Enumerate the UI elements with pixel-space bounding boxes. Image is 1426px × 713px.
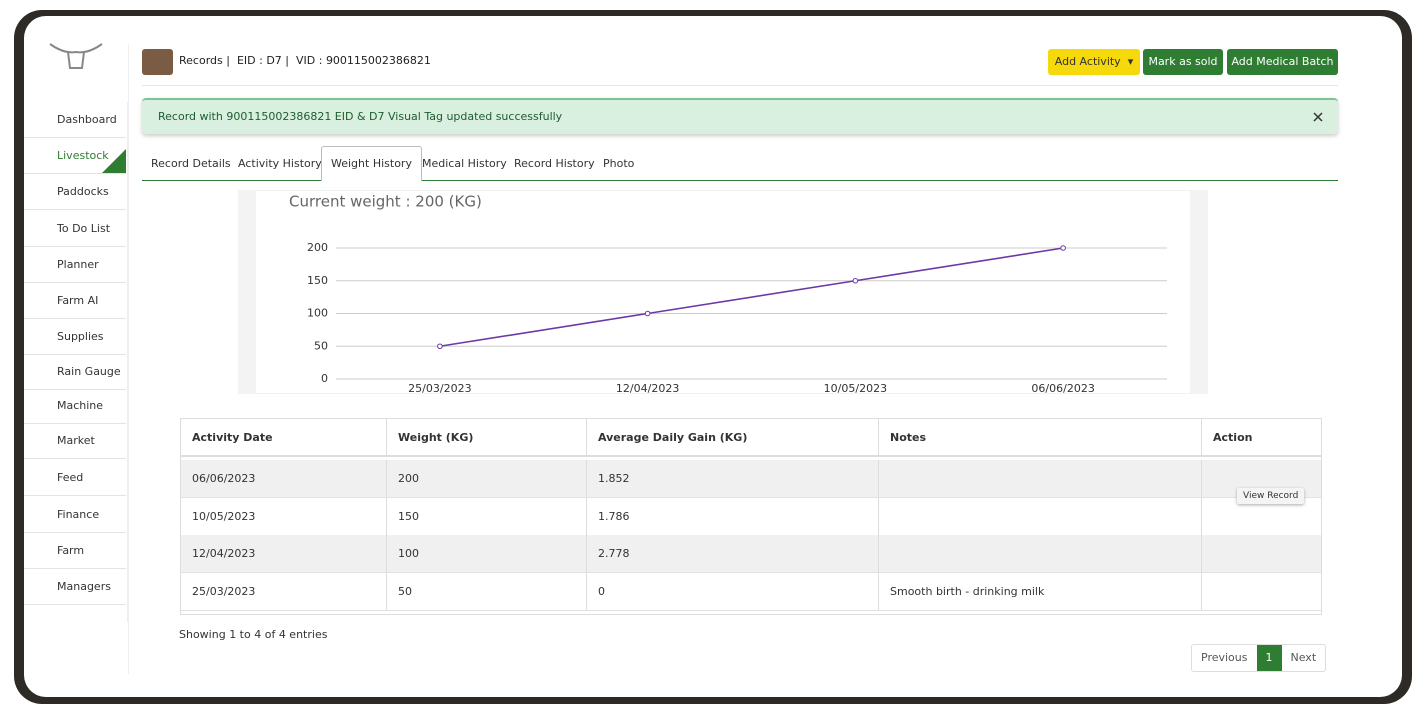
point: [437, 343, 443, 350]
column-header: Average Daily Gain (KG): [587, 419, 879, 457]
table-cell: 50: [387, 573, 587, 610]
nav-item[interactable]: Farm AI: [24, 283, 126, 319]
chart-title: Current weight : 200 (KG): [289, 193, 482, 211]
table-cell: 1.852: [587, 460, 879, 497]
vid: VID : 900115002386821: [296, 54, 431, 67]
nav-item[interactable]: Machine: [24, 388, 126, 424]
pagination: Previous 1 Next: [1191, 644, 1327, 672]
page-button[interactable]: Next: [1290, 651, 1317, 664]
active-marker: [102, 149, 126, 173]
table-cell: [879, 498, 1202, 535]
nav-item[interactable]: Feed: [24, 460, 126, 496]
row-bg: [181, 573, 1321, 611]
app-window: Dashboard Livestock Paddocks To Do List Plan…: [24, 16, 1402, 697]
weight-table: Activity Date Weight (KG) Average Daily Ga…: [180, 418, 1322, 615]
x-tick-label: 10/05/2023: [824, 382, 887, 394]
x-tick-label: 25/03/2023: [408, 382, 471, 394]
table-cell: 10/05/2023: [181, 498, 387, 535]
nav-item[interactable]: To Do List: [24, 211, 126, 247]
nav-item[interactable]: Livestock: [24, 138, 126, 174]
column-header[interactable]: Notes: [879, 419, 1202, 457]
table-cell: 06/06/2023: [181, 460, 387, 497]
tab-underline: [142, 180, 1338, 181]
nav-item[interactable]: Paddocks: [24, 174, 126, 210]
y-tick-label: 100: [307, 307, 328, 320]
weight-chart: Current weight : 200 (KG) 0 50 100 150 200 25…: [238, 190, 1208, 394]
table-info: Showing 1 to 4 of 4 entries: [179, 628, 328, 641]
point: [1060, 245, 1066, 251]
table-cell: 0: [587, 573, 879, 610]
mark-sold-button[interactable]: Mark as sold: [1143, 49, 1223, 75]
divider: [142, 85, 1338, 86]
y-tick-label: 50: [314, 339, 328, 352]
tab[interactable]: Record Details: [151, 157, 231, 170]
row-bg: [181, 535, 1321, 573]
tab[interactable]: Medical History: [422, 157, 507, 170]
table-cell: 2.778: [587, 535, 879, 572]
nav-item[interactable]: Managers: [24, 569, 126, 605]
x-tick-label: 06/06/2023: [1031, 382, 1094, 394]
divider: [128, 44, 129, 674]
sidebar: Dashboard Livestock Paddocks To Do List Plan…: [24, 102, 129, 622]
animal-photo: [142, 49, 173, 75]
point: [852, 277, 859, 284]
table-cell: 1.786: [587, 498, 879, 535]
alert-message: Record with 900115002386821 EID & D7 Vis…: [158, 110, 563, 123]
nav-item[interactable]: Market: [24, 423, 126, 459]
alert: Record with 900115002386821 EID & D7 Vis…: [142, 98, 1338, 134]
nav-item[interactable]: Supplies: [24, 319, 126, 355]
table-cell: 25/03/2023: [181, 573, 387, 610]
column-header: Action: [1202, 419, 1321, 457]
tab[interactable]: Activity History: [238, 157, 322, 170]
column-header[interactable]: Weight (KG): [387, 419, 587, 457]
tab[interactable]: Record History: [514, 157, 595, 170]
y-tick-label: 200: [307, 241, 328, 254]
table-cell: [879, 460, 1202, 497]
table-cell: 200: [387, 460, 587, 497]
row-bg: [181, 460, 1321, 498]
x-tick-label: 12/04/2023: [616, 382, 679, 394]
table-cell: 150: [387, 498, 587, 535]
row-bg: [181, 498, 1321, 536]
logo: [49, 43, 103, 69]
table-cell: 100: [387, 535, 587, 572]
table-cell: Smooth birth - drinking milk: [879, 573, 1202, 610]
records-link[interactable]: Records: [179, 54, 223, 67]
close-icon[interactable]: [1313, 112, 1323, 122]
medical-batch-button[interactable]: Add Medical Batch: [1227, 49, 1338, 75]
y-tick-label: 150: [307, 274, 328, 287]
table-cell: 12/04/2023: [181, 535, 387, 572]
column-header[interactable]: Activity Date: [181, 419, 387, 457]
y-tick-label: 0: [321, 372, 328, 385]
table-cell: [879, 535, 1202, 572]
point: [644, 310, 651, 317]
nav-item[interactable]: Rain Gauge: [24, 354, 126, 390]
nav-item[interactable]: Farm: [24, 533, 126, 569]
add-activity-button[interactable]: Add Activity ▾: [1048, 49, 1140, 75]
tab[interactable]: Weight History: [321, 146, 422, 181]
page-button[interactable]: Previous: [1201, 651, 1248, 664]
weight-line: [439, 247, 1064, 348]
page-button[interactable]: 1: [1256, 645, 1282, 671]
eid: EID : D7: [236, 54, 282, 67]
nav-item[interactable]: Planner: [24, 247, 126, 283]
nav-item[interactable]: Dashboard: [24, 102, 126, 138]
tab[interactable]: Photo: [603, 157, 635, 170]
breadcrumb: Records | EID : D7 | VID : 9001150023868…: [179, 54, 431, 67]
tooltip: View Record: [1237, 488, 1305, 504]
nav-item[interactable]: Finance: [24, 497, 126, 533]
